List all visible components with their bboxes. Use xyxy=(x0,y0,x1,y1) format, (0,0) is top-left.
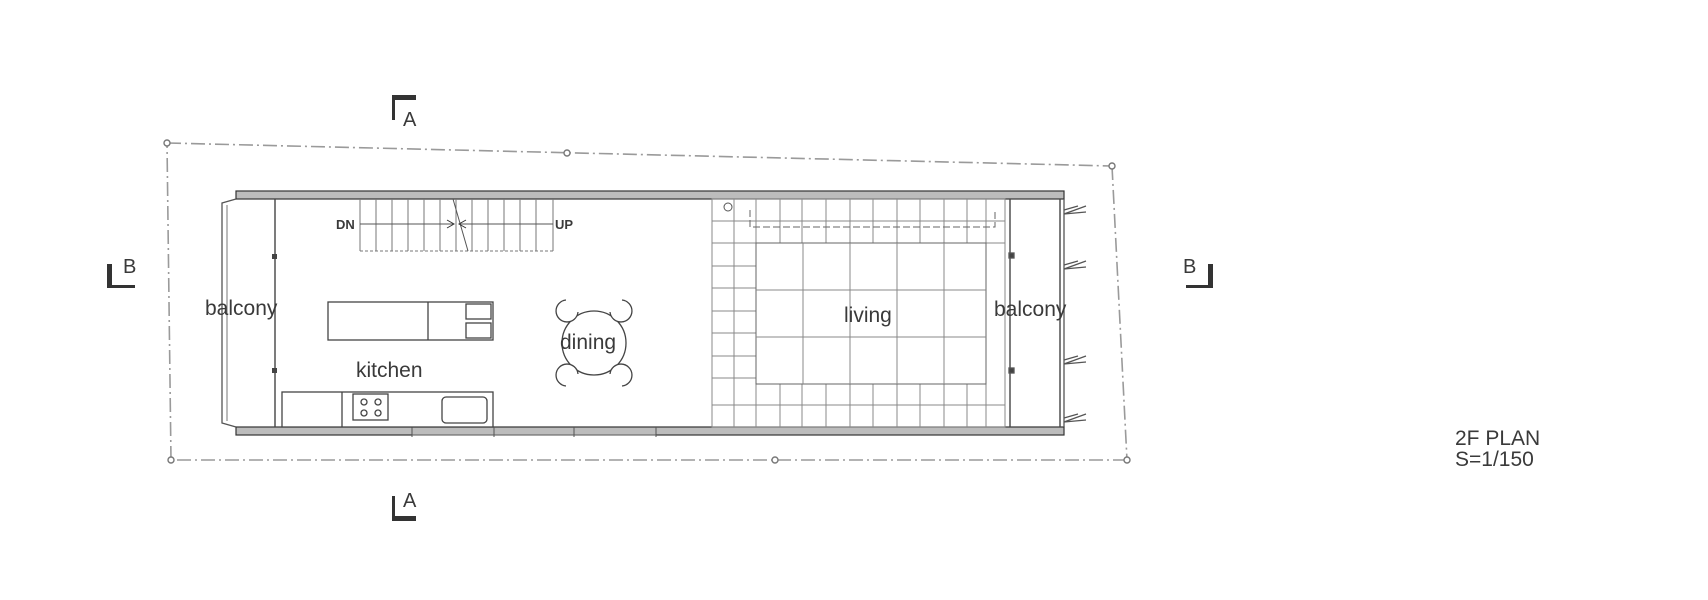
plan-scale: S=1/150 xyxy=(1455,449,1540,470)
plan-title: 2F PLAN xyxy=(1455,428,1540,449)
kitchen-label: kitchen xyxy=(356,359,423,382)
dining-label: dining xyxy=(560,331,616,354)
kitchen-counter xyxy=(282,392,493,427)
kitchen-island xyxy=(328,302,493,340)
section-label-a-top: A xyxy=(403,109,417,131)
staircase xyxy=(360,199,553,251)
plan-title-block: 2F PLAN S=1/150 xyxy=(1455,428,1540,470)
west-balcony-label: balcony xyxy=(205,297,278,320)
east-balcony-label: balcony xyxy=(994,298,1067,321)
section-label-b-left: B xyxy=(123,256,136,278)
living-label: living xyxy=(844,304,892,327)
section-label-a-bottom: A xyxy=(403,490,417,512)
stair-down-label: DN xyxy=(336,217,355,232)
stair-up-label: UP xyxy=(555,217,573,232)
section-label-b-right: B xyxy=(1183,256,1196,278)
